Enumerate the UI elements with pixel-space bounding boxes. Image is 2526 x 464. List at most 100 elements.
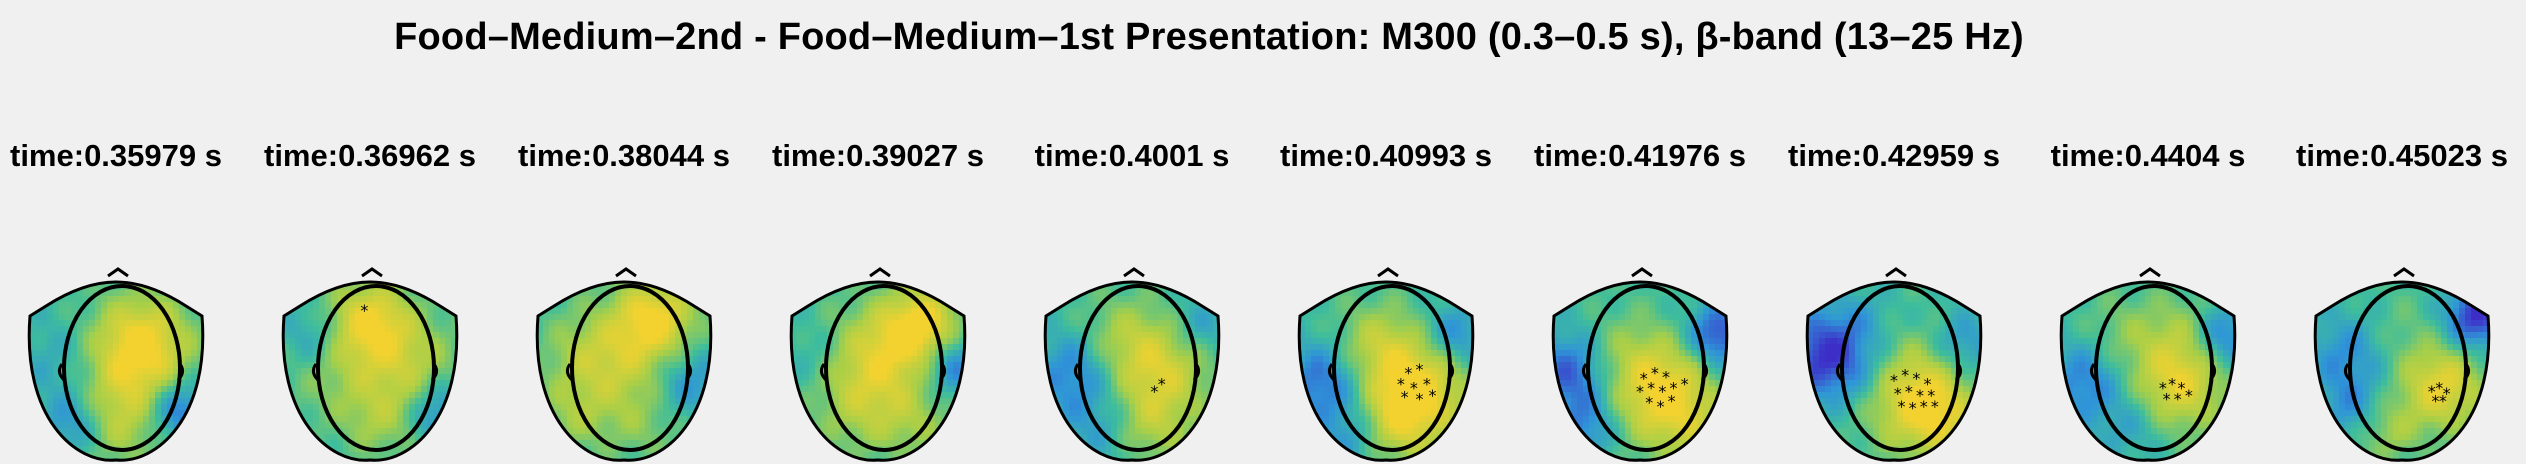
significance-marker: * [1640, 369, 1648, 388]
significance-marker: * [1647, 378, 1655, 397]
helmet-outline [62, 284, 182, 452]
significance-marker: * [2439, 391, 2447, 410]
topoplot-panel-4: time:0.39027 s [763, 0, 993, 464]
topoplot-panel-6: time:0.40993 s * * * * * * * * [1271, 0, 1501, 464]
significance-marker: * [1397, 375, 1405, 394]
panel-time-label: time:0.4001 s [1034, 138, 1230, 173]
significance-marker: * [1931, 397, 1939, 416]
helmet-outline [1586, 284, 1706, 452]
head-outline [1297, 280, 1475, 462]
right-ear-outline [176, 363, 185, 382]
topoplot-panel-7: time:0.41976 s * * * * * * * * * * * [1525, 0, 1755, 464]
significance-marker: * [1669, 378, 1677, 397]
significance-marker: * [1890, 371, 1898, 390]
panel-time-label: time:0.41976 s [1534, 138, 1746, 173]
significance-marker: * [1423, 375, 1431, 394]
topoplot-panel-5: time:0.4001 s * * [1017, 0, 1247, 464]
topoplot-panel-2: time:0.36962 s * [255, 0, 485, 464]
head-outline [27, 280, 205, 462]
significance-marker: * [2443, 384, 2451, 403]
significance-marker: * [1415, 389, 1423, 408]
helmet-outline [1078, 284, 1198, 452]
right-ear-outline [1192, 363, 1201, 382]
helmet-outline [316, 284, 436, 452]
significance-marker: * [1905, 382, 1913, 401]
significance-marker: * [2168, 375, 2176, 394]
significance-marker: * [1429, 386, 1437, 405]
significance-marker: * [2428, 382, 2436, 401]
topoplot-1 [27, 267, 205, 462]
significance-marker: * [1909, 399, 1917, 418]
significance-marker: * [1401, 388, 1409, 407]
significance-marker: * [1901, 366, 1909, 385]
right-ear-outline [1954, 363, 1963, 382]
left-ear-outline [2089, 363, 2098, 382]
helmet-outline [2348, 284, 2468, 452]
head-outline [1805, 280, 1983, 462]
significance-marker: * [1656, 397, 1664, 416]
nose-outline [361, 267, 383, 278]
left-ear-outline [565, 363, 574, 382]
significance-marker: * [1415, 360, 1423, 379]
helmet-outline [570, 284, 690, 452]
nose-outline [1377, 267, 1399, 278]
left-ear-outline [2343, 363, 2352, 382]
significance-marker: * [2159, 378, 2167, 397]
head-outline [2313, 280, 2491, 462]
topoplot-panel-9: time:0.4404 s * * * * * * [2033, 0, 2263, 464]
head-outline [1551, 280, 1729, 462]
significance-marker: * [1404, 364, 1412, 383]
topoplot-5: * * [1043, 267, 1221, 462]
nose-outline [2139, 267, 2161, 278]
topoplot-4 [789, 267, 967, 462]
nose-outline [107, 267, 129, 278]
topoplot-panel-8: time:0.42959 s * * * * * * * * * * * * [1779, 0, 2009, 464]
nose-outline [2393, 267, 2415, 278]
significance-marker: * [1150, 382, 1158, 401]
nose-outline [1631, 267, 1653, 278]
significance-marker: * [1662, 367, 1670, 386]
significance-marker: * [2435, 378, 2443, 397]
significance-marker: * [1658, 382, 1666, 401]
figure-title: Food–Medium–2nd - Food–Medium–1st Presen… [394, 16, 2024, 58]
right-ear-outline [430, 363, 439, 382]
topoplot-panel-10: time:0.45023 s * * * * * [2287, 0, 2517, 464]
panel-time-label: time:0.35979 s [10, 138, 222, 173]
nose-outline [869, 267, 891, 278]
head-outline [535, 280, 713, 462]
head-outline [1043, 280, 1221, 462]
topoplot-panel-1: time:0.35979 s [1, 0, 231, 464]
significance-marker: * [1920, 397, 1928, 416]
significance-marker: * [1916, 386, 1924, 405]
head-outline [789, 280, 967, 462]
left-ear-outline [311, 363, 320, 382]
left-ear-outline [819, 363, 828, 382]
significance-marker: * [2174, 389, 2182, 408]
topoplot-6: * ** * ** * * [1297, 267, 1475, 462]
significance-marker: * [1912, 369, 1920, 388]
topoplot-3 [535, 267, 713, 462]
significance-marker: * [1645, 393, 1653, 412]
panel-time-label: time:0.38044 s [518, 138, 730, 173]
right-ear-outline [2462, 363, 2471, 382]
left-ear-outline [1327, 363, 1336, 382]
significance-marker: * [1636, 382, 1644, 401]
significance-marker: * [1410, 378, 1418, 397]
significance-marker: * [1897, 397, 1905, 416]
significance-marker: * [1651, 364, 1659, 383]
nose-outline [1885, 267, 1907, 278]
right-ear-outline [2208, 363, 2217, 382]
head-outline [281, 280, 459, 462]
topoplot-panel-3: time:0.38044 s [509, 0, 739, 464]
topoplot-7: * * ** * * * ** * * [1551, 267, 1729, 462]
panel-time-label: time:0.36962 s [264, 138, 476, 173]
significance-marker: * [1923, 375, 1931, 394]
right-ear-outline [938, 363, 947, 382]
panel-time-label: time:0.40993 s [1280, 138, 1492, 173]
significance-marker: * [1158, 375, 1166, 394]
significance-marker: * [2177, 378, 2185, 397]
helmet-outline [2094, 284, 2214, 452]
nose-outline [615, 267, 637, 278]
panel-time-label: time:0.42959 s [1788, 138, 2000, 173]
panel-time-label: time:0.4404 s [2050, 138, 2246, 173]
